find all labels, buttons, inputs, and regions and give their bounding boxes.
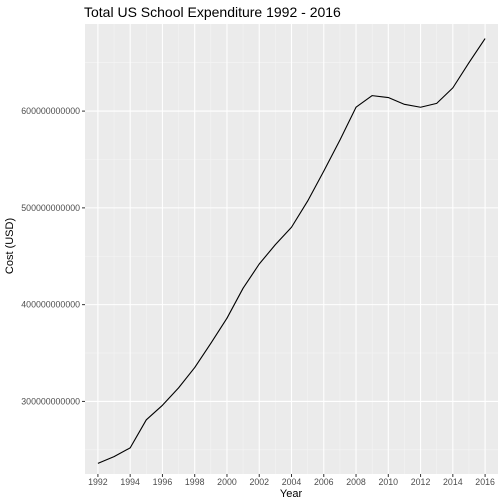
major-gridlines <box>85 24 498 474</box>
y-tick-label: 600000000000 <box>21 106 80 116</box>
x-tick-label: 2000 <box>217 477 237 487</box>
x-tick-label: 1992 <box>88 477 108 487</box>
series-line <box>97 38 486 464</box>
y-axis: 300000000000 400000000000 500000000000 6000… <box>21 106 85 406</box>
x-tick-label: 2010 <box>379 477 399 487</box>
y-tick-label: 300000000000 <box>21 396 80 406</box>
data-point <box>226 318 227 319</box>
data-point <box>178 387 179 388</box>
x-tick-label: 2016 <box>475 477 495 487</box>
data-point <box>404 104 405 105</box>
x-tick-label: 1996 <box>153 477 173 487</box>
y-tick-label: 500000000000 <box>21 203 80 213</box>
data-point <box>355 107 356 108</box>
x-tick-label: 1998 <box>185 477 205 487</box>
data-point <box>420 107 421 108</box>
x-tick-label: 2014 <box>443 477 463 487</box>
data-point <box>194 367 195 368</box>
x-tick-label: 2004 <box>282 477 302 487</box>
data-point <box>372 95 373 96</box>
data-point <box>275 244 276 245</box>
data-point <box>130 447 131 448</box>
data-point <box>291 227 292 228</box>
data-point <box>452 87 453 88</box>
data-point <box>146 419 147 420</box>
y-axis-title: Cost (USD) <box>4 218 16 274</box>
x-tick-label: 1994 <box>120 477 140 487</box>
x-tick-label: 2006 <box>314 477 334 487</box>
data-point <box>436 103 437 104</box>
chart-title: Total US School Expenditure 1992 - 2016 <box>84 4 341 20</box>
data-point <box>162 405 163 406</box>
data-point <box>307 200 308 201</box>
series-layer <box>97 38 486 464</box>
data-point <box>323 170 324 171</box>
data-point <box>468 62 469 63</box>
x-tick-label: 2012 <box>411 477 431 487</box>
data-point <box>259 263 260 264</box>
x-axis: 1992 1994 1996 1998 2000 2002 2004 2006 2008 2010… <box>88 474 495 487</box>
data-point <box>484 38 485 39</box>
y-tick-label: 400000000000 <box>21 300 80 310</box>
x-tick-label: 2008 <box>346 477 366 487</box>
x-axis-title: Year <box>280 488 303 500</box>
data-point <box>97 463 98 464</box>
data-point <box>210 343 211 344</box>
data-point <box>388 97 389 98</box>
data-point <box>339 140 340 141</box>
data-point <box>113 456 114 457</box>
x-tick-label: 2002 <box>249 477 269 487</box>
data-point <box>243 288 244 289</box>
